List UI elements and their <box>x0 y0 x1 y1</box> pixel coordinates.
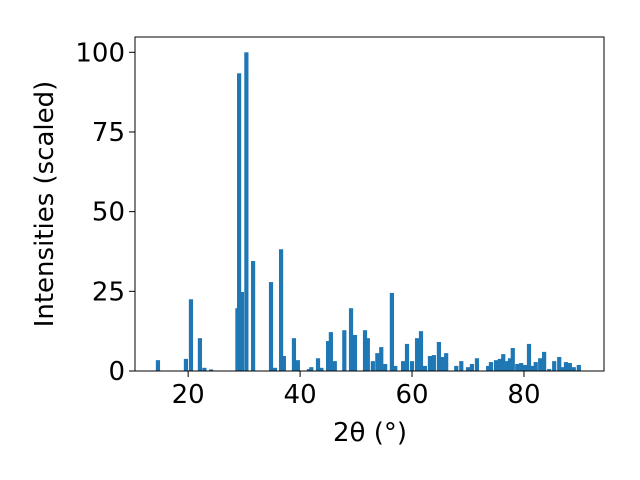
bar <box>567 363 572 371</box>
bar <box>375 353 380 371</box>
bar <box>563 362 569 371</box>
y-tick-label: 25 <box>92 277 125 307</box>
bar <box>522 364 528 371</box>
bar <box>530 365 536 371</box>
bar <box>542 351 547 371</box>
bar <box>538 358 543 371</box>
bar <box>444 353 449 371</box>
plot-frame <box>134 36 605 372</box>
bar <box>244 52 249 372</box>
bar <box>309 367 314 371</box>
bar <box>436 341 441 371</box>
bar <box>486 365 491 371</box>
bar <box>332 361 337 371</box>
bar <box>576 364 581 371</box>
bar <box>552 361 557 371</box>
bar <box>383 363 388 371</box>
bar <box>571 367 576 371</box>
bar <box>315 358 321 371</box>
bar <box>414 338 420 371</box>
bar <box>404 343 410 371</box>
bar <box>342 330 347 371</box>
bar <box>393 365 398 371</box>
bar <box>469 363 475 371</box>
bar <box>272 367 278 371</box>
bar <box>501 354 506 371</box>
bar <box>488 362 494 371</box>
bar <box>454 365 459 371</box>
bar <box>306 369 312 371</box>
x-tick-label: 40 <box>284 380 317 410</box>
bar <box>400 361 406 371</box>
bar <box>507 358 513 371</box>
bar <box>389 292 394 371</box>
bar <box>328 332 333 371</box>
bar <box>295 360 300 371</box>
bar <box>497 358 503 371</box>
bar <box>427 356 433 371</box>
y-axis-label: Intensities (scaled) <box>30 81 60 328</box>
bar <box>188 299 194 371</box>
bar <box>561 367 566 371</box>
bar <box>236 73 242 371</box>
bar <box>209 369 214 371</box>
x-tick-label: 80 <box>507 380 540 410</box>
bar <box>379 347 384 371</box>
bar <box>352 334 358 371</box>
y-tick-label: 0 <box>108 357 125 387</box>
bar <box>409 361 415 371</box>
bar <box>515 363 520 371</box>
y-tick-label: 100 <box>75 38 125 68</box>
bar <box>510 348 515 371</box>
bar <box>370 361 375 371</box>
bar <box>239 291 244 371</box>
bar <box>348 308 354 371</box>
bar <box>418 331 424 371</box>
bar <box>365 338 370 371</box>
bar <box>422 365 428 371</box>
bar <box>519 363 524 371</box>
bar <box>440 356 445 371</box>
bar <box>493 360 499 371</box>
bar <box>197 338 203 371</box>
bar <box>526 343 532 371</box>
bar <box>319 367 324 371</box>
bar <box>465 367 471 371</box>
bar <box>505 361 510 371</box>
bar <box>250 261 256 371</box>
bar <box>281 356 286 371</box>
bar <box>291 338 297 371</box>
bar <box>268 282 274 371</box>
bar <box>325 341 331 371</box>
x-tick-label: 20 <box>172 380 205 410</box>
bar <box>183 358 189 371</box>
y-tick-label: 75 <box>92 118 125 148</box>
bar <box>431 355 436 371</box>
x-tick-label: 60 <box>395 380 428 410</box>
bar <box>474 358 480 371</box>
y-tick-label: 50 <box>92 198 125 228</box>
bar <box>202 367 207 371</box>
bar <box>547 369 552 371</box>
bar <box>533 362 538 371</box>
bar <box>459 361 464 371</box>
bar <box>362 330 368 371</box>
bar <box>278 249 284 371</box>
bar <box>557 356 562 371</box>
x-axis-label: 2θ (°) <box>333 418 407 448</box>
bar <box>155 360 161 371</box>
